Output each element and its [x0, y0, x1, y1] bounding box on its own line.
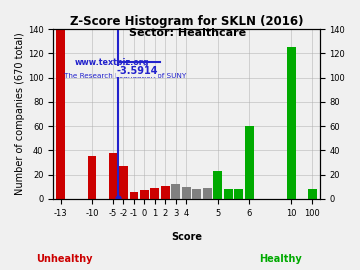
Bar [234, 189, 243, 199]
Bar [56, 29, 65, 199]
Text: Sector: Healthcare: Sector: Healthcare [129, 28, 246, 38]
Text: -3.5914: -3.5914 [116, 66, 158, 76]
Bar [171, 184, 180, 199]
Bar [119, 166, 128, 199]
Bar [161, 185, 170, 199]
Bar [192, 189, 201, 199]
X-axis label: Score: Score [171, 231, 202, 241]
Bar [213, 171, 222, 199]
Bar [140, 190, 149, 199]
Bar [245, 126, 254, 199]
Bar [87, 156, 96, 199]
Bar [203, 188, 212, 199]
Text: The Research Foundation of SUNY: The Research Foundation of SUNY [64, 73, 186, 79]
Text: www.textbiz.org: www.textbiz.org [75, 58, 149, 67]
Bar [287, 47, 296, 199]
Bar [150, 188, 159, 199]
Title: Z-Score Histogram for SKLN (2016): Z-Score Histogram for SKLN (2016) [69, 15, 303, 28]
Bar [182, 187, 191, 199]
Bar [130, 192, 139, 199]
Y-axis label: Number of companies (670 total): Number of companies (670 total) [15, 33, 25, 195]
Bar [224, 189, 233, 199]
Text: Healthy: Healthy [260, 254, 302, 264]
Text: Unhealthy: Unhealthy [37, 254, 93, 264]
Bar [308, 189, 317, 199]
Bar [109, 153, 117, 199]
